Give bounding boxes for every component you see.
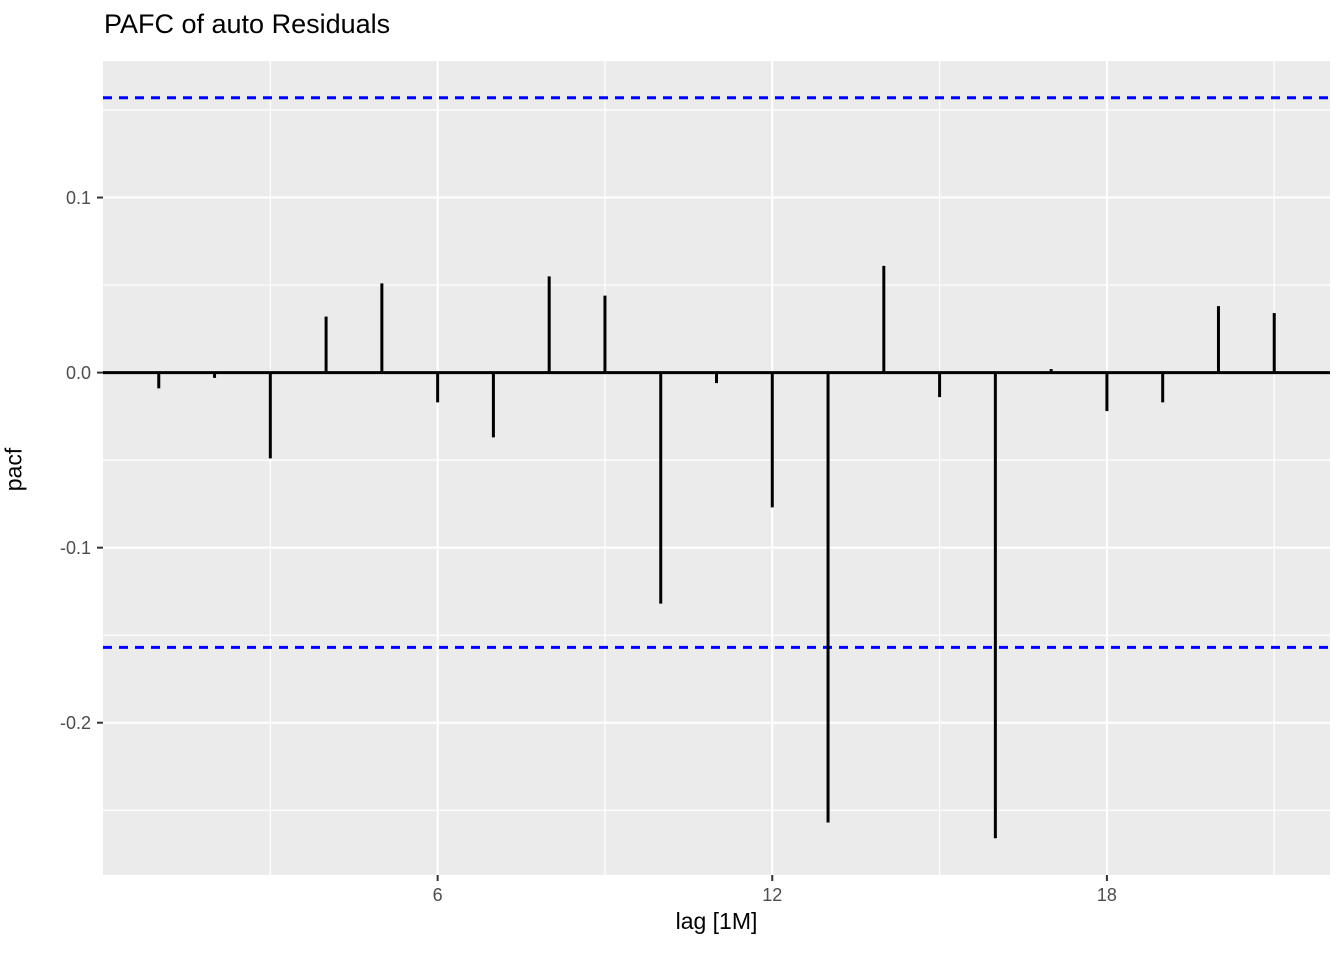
y-tick-label: -0.2 <box>59 712 91 733</box>
y-tick-label: 0.0 <box>65 362 91 383</box>
y-tick-label: -0.1 <box>59 537 91 558</box>
panel-background <box>103 61 1330 875</box>
chart-title: PAFC of auto Residuals <box>104 9 391 39</box>
x-tick-label: 18 <box>1096 885 1117 905</box>
y-axis-title: pacf <box>0 447 27 492</box>
x-axis-title: lag [1M] <box>675 908 758 934</box>
x-tick-label: 12 <box>762 885 783 905</box>
y-tick-label: 0.1 <box>65 187 91 208</box>
x-tick-label: 6 <box>432 885 443 905</box>
